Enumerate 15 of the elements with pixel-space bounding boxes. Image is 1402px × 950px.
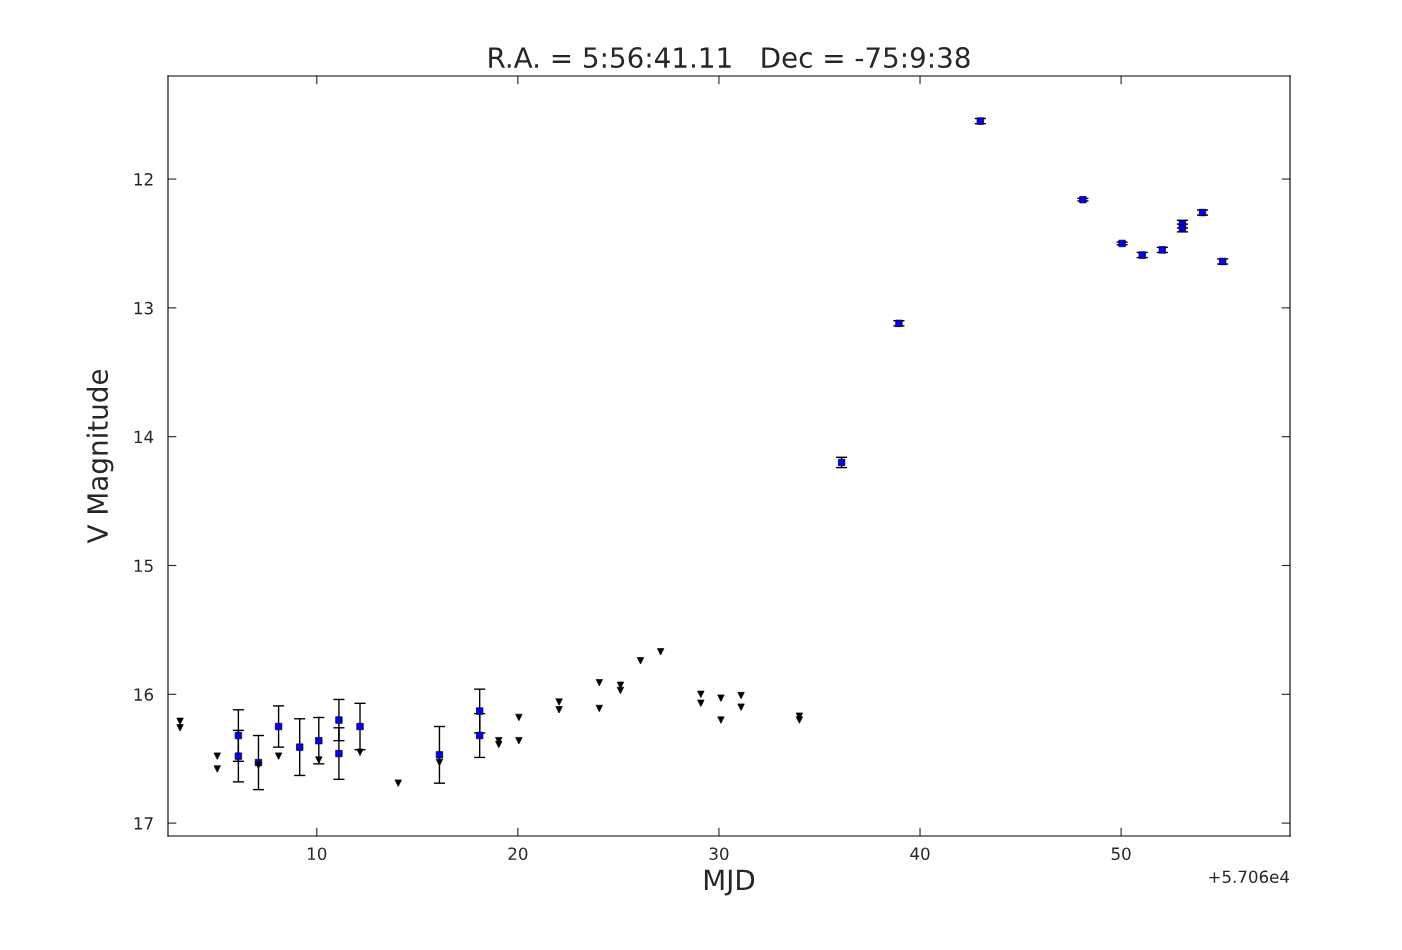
x-tick-label: 10 <box>308 847 327 861</box>
y-tick-label: 17 <box>134 817 153 830</box>
text: +5.706e4 <box>1209 870 1290 884</box>
y-tick-label: 15 <box>134 559 153 573</box>
x-tick-label: 20 <box>508 847 528 861</box>
y-tick-label: 13 <box>134 301 153 315</box>
x-axis-title: MJD <box>704 869 755 896</box>
x-tick-label: 50 <box>1111 847 1131 861</box>
y-tick-label: 16 <box>134 688 154 701</box>
y-tick-label: 12 <box>134 173 153 186</box>
chart-title: R.A. = 5:56:41.11 Dec = -75:9:38 <box>489 47 970 69</box>
x-tick-label: 40 <box>910 847 930 861</box>
y-tick-label: 14 <box>134 430 154 444</box>
y-axis-title: V Magnitude <box>86 369 114 544</box>
x-tick-label: 30 <box>709 847 729 861</box>
